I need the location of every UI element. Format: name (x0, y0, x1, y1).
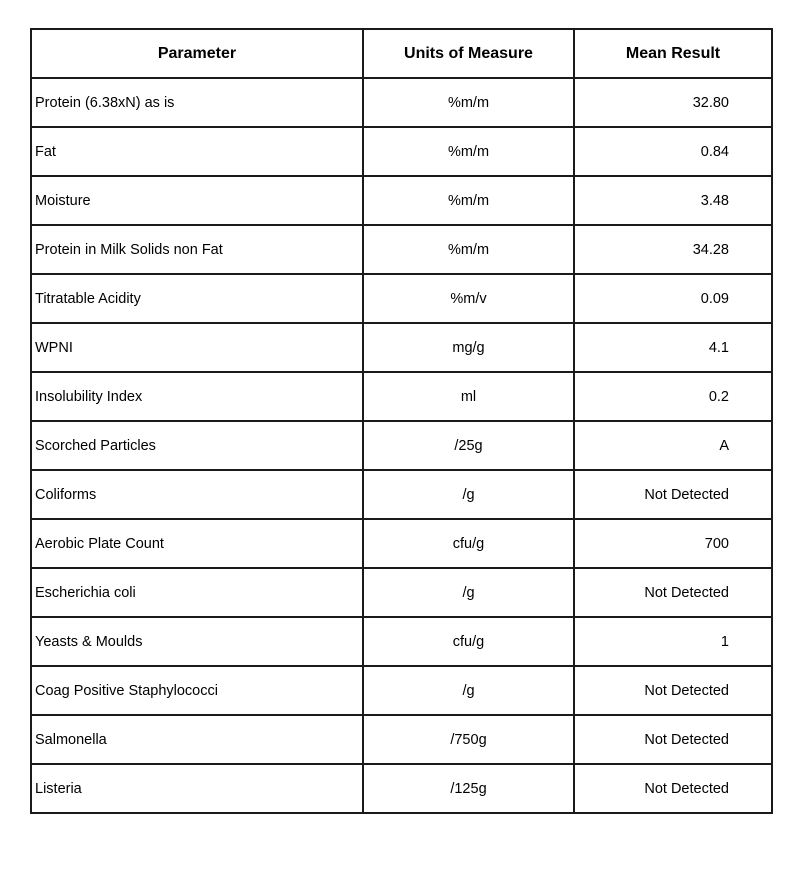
cell-result: 34.28 (573, 224, 773, 275)
table-row: Listeria/125g Not Detected (30, 763, 773, 814)
cell-parameter: Moisture (30, 175, 364, 226)
table-row: Coliforms/g Not Detected (30, 469, 773, 520)
cell-result: 700 (573, 518, 773, 569)
cell-units: %m/v (362, 273, 575, 324)
cell-units: /750g (362, 714, 575, 765)
header-row: Parameter Units of Measure Mean Result (30, 28, 773, 79)
results-table: Parameter Units of Measure Mean Result P… (30, 28, 773, 814)
cell-result: Not Detected (573, 665, 773, 716)
table-row: Yeasts & Moulds cfu/g 1 (30, 616, 773, 667)
cell-parameter: Scorched Particles (30, 420, 364, 471)
cell-units: mg/g (362, 322, 575, 373)
cell-units: /125g (362, 763, 575, 814)
cell-parameter: Coag Positive Staphylococci (30, 665, 364, 716)
table-row: Aerobic Plate Count cfu/g 700 (30, 518, 773, 569)
cell-parameter: Aerobic Plate Count (30, 518, 364, 569)
cell-units: %m/m (362, 126, 575, 177)
cell-units: /g (362, 567, 575, 618)
cell-units: %m/m (362, 175, 575, 226)
cell-units: /25g (362, 420, 575, 471)
cell-parameter: Fat (30, 126, 364, 177)
table-row: Salmonella/750g Not Detected (30, 714, 773, 765)
cell-result: A (573, 420, 773, 471)
cell-units: %m/m (362, 224, 575, 275)
header-units: Units of Measure (362, 28, 575, 79)
cell-result: 0.09 (573, 273, 773, 324)
cell-units: /g (362, 469, 575, 520)
header-result: Mean Result (573, 28, 773, 79)
table-row: Protein (6.38xN) as is %m/m 32.80 (30, 77, 773, 128)
cell-parameter: Listeria (30, 763, 364, 814)
table-row: Insolubility Index ml 0.2 (30, 371, 773, 422)
cell-result: 0.2 (573, 371, 773, 422)
cell-result: Not Detected (573, 567, 773, 618)
cell-units: %m/m (362, 77, 575, 128)
cell-result: Not Detected (573, 469, 773, 520)
cell-parameter: Coliforms (30, 469, 364, 520)
cell-parameter: Salmonella (30, 714, 364, 765)
table-row: Moisture %m/m 3.48 (30, 175, 773, 226)
cell-result: 0.84 (573, 126, 773, 177)
cell-units: ml (362, 371, 575, 422)
table-row: Scorched Particles/25g A (30, 420, 773, 471)
cell-result: Not Detected (573, 763, 773, 814)
cell-parameter: Yeasts & Moulds (30, 616, 364, 667)
table-row: Escherichia coli/g Not Detected (30, 567, 773, 618)
cell-parameter: Protein in Milk Solids non Fat (30, 224, 364, 275)
cell-parameter: Insolubility Index (30, 371, 364, 422)
cell-result: 1 (573, 616, 773, 667)
table-row: Titratable Acidity %m/v 0.09 (30, 273, 773, 324)
table-row: Protein in Milk Solids non Fat %m/m 34.28 (30, 224, 773, 275)
cell-parameter: Titratable Acidity (30, 273, 364, 324)
table-row: Coag Positive Staphylococci/g Not Detecte… (30, 665, 773, 716)
cell-parameter: Protein (6.38xN) as is (30, 77, 364, 128)
cell-result: 32.80 (573, 77, 773, 128)
header-parameter: Parameter (30, 28, 364, 79)
cell-units: cfu/g (362, 518, 575, 569)
table-row: Fat %m/m 0.84 (30, 126, 773, 177)
cell-result: Not Detected (573, 714, 773, 765)
cell-parameter: Escherichia coli (30, 567, 364, 618)
cell-result: 4.1 (573, 322, 773, 373)
cell-units: /g (362, 665, 575, 716)
cell-result: 3.48 (573, 175, 773, 226)
cell-parameter: WPNI (30, 322, 364, 373)
table-row: WPNI mg/g 4.1 (30, 322, 773, 373)
cell-units: cfu/g (362, 616, 575, 667)
